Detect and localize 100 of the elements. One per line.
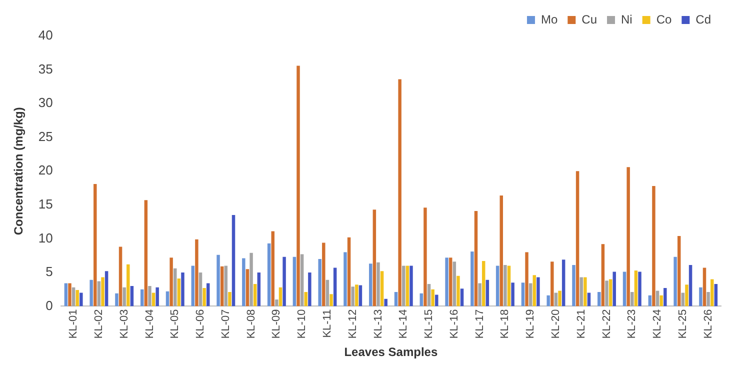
bar [452, 262, 456, 306]
bar [445, 258, 448, 306]
bar [380, 271, 384, 306]
bar [333, 268, 337, 306]
bar [355, 284, 358, 306]
bar [656, 290, 660, 306]
bar [448, 258, 452, 306]
bar [216, 254, 220, 306]
y-tick-label: 25 [38, 128, 53, 144]
bar [344, 252, 347, 306]
x-tick-label: KL-10 [296, 309, 308, 339]
bar [278, 287, 282, 306]
bar [198, 272, 202, 306]
x-tick-label: KL-11 [321, 309, 334, 338]
bar [253, 284, 257, 306]
bar [101, 277, 104, 306]
bar [504, 265, 507, 306]
bar [608, 279, 612, 306]
bar [376, 262, 380, 306]
bar [674, 256, 677, 306]
legend-label: Co [656, 12, 672, 26]
bar [482, 260, 486, 306]
bar [562, 260, 566, 306]
bar [456, 276, 460, 306]
bar [148, 286, 152, 306]
bar [308, 272, 312, 306]
bar [181, 272, 184, 306]
bar [681, 292, 685, 306]
bar [322, 242, 326, 306]
bar [195, 239, 198, 306]
x-tick-label: KL-07 [220, 309, 232, 339]
x-tick-label: KL-12 [346, 309, 359, 339]
bar [460, 288, 464, 306]
bar [257, 272, 261, 306]
bar [652, 186, 656, 306]
bar [521, 282, 525, 306]
bar [232, 215, 236, 306]
bar [156, 287, 159, 306]
bar [587, 292, 591, 306]
bar [191, 266, 195, 306]
bar [420, 293, 424, 306]
bar [166, 291, 170, 306]
bar [347, 237, 351, 306]
bar [126, 264, 130, 306]
y-tick-label: 0 [46, 298, 53, 313]
bar [470, 252, 474, 306]
x-tick-label: KL-23 [626, 309, 638, 339]
legend-label: Mo [540, 12, 558, 26]
bar [68, 283, 72, 306]
x-axis-title: Leaves Samples [344, 345, 438, 360]
x-tick-label: KL-15 [423, 309, 436, 339]
legend-label: Cu [582, 12, 597, 26]
bar [130, 286, 134, 306]
bar [584, 277, 587, 306]
bar [685, 284, 688, 306]
x-tick-label: KL-04 [144, 309, 156, 339]
bar [410, 266, 413, 306]
bar [64, 283, 68, 306]
bar [115, 293, 118, 306]
y-tick-label: 40 [38, 28, 53, 43]
bar [622, 272, 626, 306]
bar [536, 277, 540, 306]
bar [402, 266, 406, 306]
bar [224, 266, 228, 306]
x-tick-label: KL-22 [600, 309, 613, 339]
x-tick-label: KL-20 [550, 309, 562, 339]
bar [630, 292, 634, 306]
bar [394, 292, 398, 306]
x-tick-label: KL-18 [499, 309, 512, 339]
bar [572, 265, 576, 306]
bar [554, 292, 558, 306]
bar [140, 289, 144, 306]
bar [152, 292, 156, 306]
x-tick-label: KL-17 [474, 309, 486, 339]
bar [688, 265, 692, 306]
x-tick-label: KL-05 [169, 309, 182, 339]
bar [94, 184, 97, 306]
bar [173, 268, 177, 306]
x-tick-label: KL-08 [245, 309, 258, 339]
bar [246, 269, 250, 306]
x-tick-label: KL-01 [68, 309, 80, 339]
bar [326, 280, 330, 306]
x-tick-label: KL-02 [92, 309, 105, 339]
x-tick-label: KL-14 [398, 309, 410, 339]
x-tick-label: KL-25 [676, 309, 689, 339]
bar [710, 279, 714, 306]
bar [267, 243, 271, 306]
bar [634, 270, 638, 306]
y-tick-label: 20 [38, 162, 53, 178]
x-tick-label: KL-16 [448, 309, 460, 339]
bar [202, 288, 206, 306]
bar [104, 271, 108, 306]
x-tick-label: KL-26 [702, 309, 714, 339]
bar [714, 284, 718, 306]
bar [97, 281, 101, 306]
bar [427, 284, 431, 306]
bar [72, 287, 76, 306]
bar [558, 290, 562, 306]
bar [478, 283, 482, 306]
y-tick-label: 5 [46, 264, 53, 280]
